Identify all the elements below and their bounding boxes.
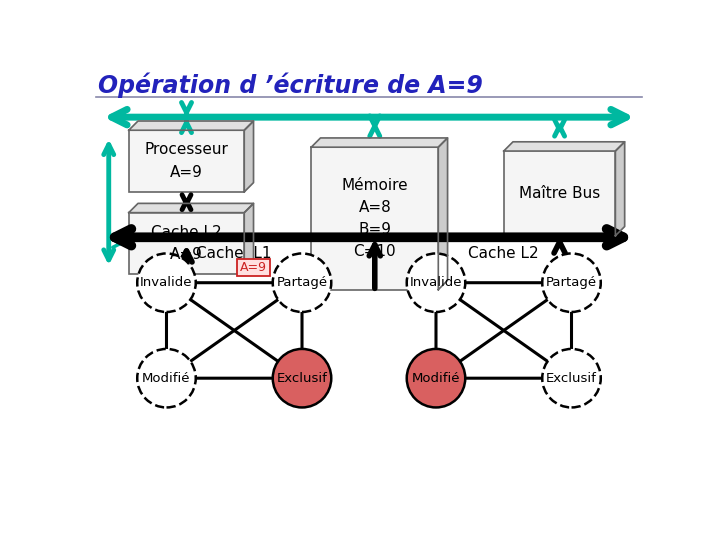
FancyBboxPatch shape — [311, 147, 438, 289]
Text: Cache L2
A=9: Cache L2 A=9 — [151, 225, 222, 262]
Text: Partagé: Partagé — [276, 276, 328, 289]
Text: Mémoire
A=8
B=9
C=10: Mémoire A=8 B=9 C=10 — [341, 178, 408, 259]
Polygon shape — [244, 204, 253, 274]
Text: Cache  L1: Cache L1 — [197, 246, 272, 261]
Text: Cache L2: Cache L2 — [469, 246, 539, 261]
Polygon shape — [129, 121, 253, 130]
Circle shape — [542, 349, 600, 408]
Polygon shape — [616, 142, 625, 236]
Text: Opération d ’écriture de A=9: Opération d ’écriture de A=9 — [98, 72, 483, 98]
Text: A=9: A=9 — [240, 261, 267, 274]
Circle shape — [407, 253, 465, 312]
FancyBboxPatch shape — [129, 213, 244, 274]
Circle shape — [138, 253, 196, 312]
Polygon shape — [129, 204, 253, 213]
FancyBboxPatch shape — [129, 130, 244, 192]
FancyBboxPatch shape — [504, 151, 616, 236]
Text: Exclusif: Exclusif — [546, 372, 597, 384]
Polygon shape — [311, 138, 448, 147]
Text: Processeur
A=9: Processeur A=9 — [145, 143, 228, 180]
Text: Modifié: Modifié — [412, 372, 460, 384]
Text: Partagé: Partagé — [546, 276, 597, 289]
Text: Modifié: Modifié — [143, 372, 191, 384]
Circle shape — [542, 253, 600, 312]
Text: Maître Bus: Maître Bus — [519, 186, 600, 201]
Text: Invalide: Invalide — [410, 276, 462, 289]
Circle shape — [138, 349, 196, 408]
Polygon shape — [244, 121, 253, 192]
Text: Exclusif: Exclusif — [276, 372, 328, 384]
Circle shape — [407, 349, 465, 408]
Text: Invalide: Invalide — [140, 276, 193, 289]
Polygon shape — [438, 138, 448, 289]
Circle shape — [273, 253, 331, 312]
Polygon shape — [504, 142, 625, 151]
FancyBboxPatch shape — [237, 259, 271, 276]
Circle shape — [273, 349, 331, 408]
